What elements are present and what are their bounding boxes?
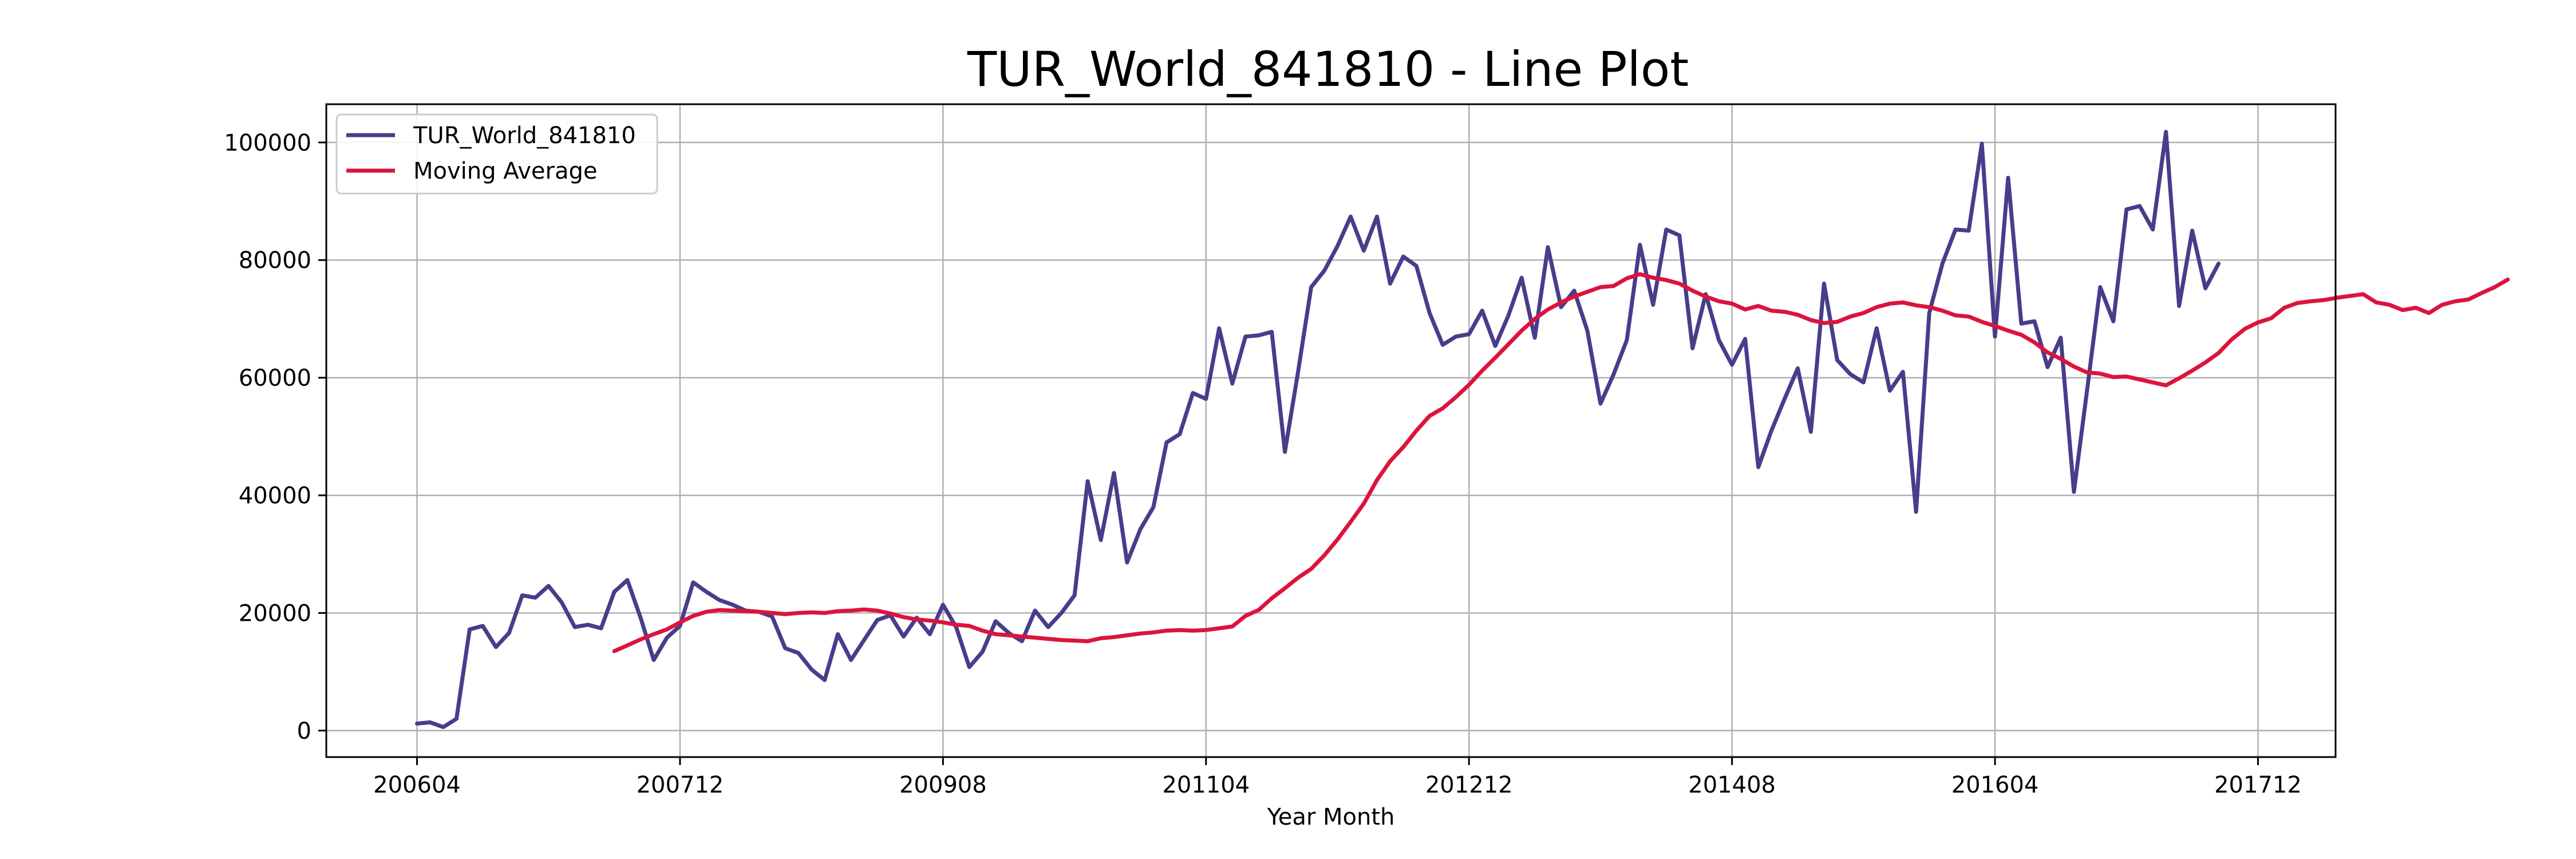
grid-lines bbox=[326, 104, 2336, 757]
legend: TUR_World_841810 Moving Average bbox=[335, 113, 658, 195]
series-lines bbox=[415, 129, 2510, 730]
x-tick-label: 201212 bbox=[1425, 772, 1513, 798]
y-tick-label: 100000 bbox=[224, 130, 311, 156]
x-tick-label: 200712 bbox=[637, 772, 724, 798]
chart-title: TUR_World_841810 - Line Plot bbox=[967, 41, 1689, 97]
x-tick-label: 201104 bbox=[1162, 772, 1250, 798]
series-line-tur-world-841810 bbox=[415, 129, 2221, 730]
y-tick-label: 20000 bbox=[239, 600, 311, 626]
plot-frame bbox=[325, 103, 2337, 758]
x-tick-label: 201604 bbox=[1951, 772, 2039, 798]
y-tick-label: 60000 bbox=[239, 365, 311, 392]
x-tick-label: 201408 bbox=[1688, 772, 1776, 798]
series-line-moving-average bbox=[612, 272, 2510, 653]
x-axis-label: Year Month bbox=[1267, 804, 1395, 830]
axis-ticks: 200604 200712 200908 201104 201212 201408 2016… bbox=[224, 130, 2302, 798]
y-tick-label: 40000 bbox=[239, 483, 311, 509]
x-tick-label: 200604 bbox=[373, 772, 461, 798]
legend-label-moving-average: Moving Average bbox=[413, 158, 597, 184]
x-tick-label: 200908 bbox=[899, 772, 987, 798]
legend-label-tur-world: TUR_World_841810 bbox=[413, 123, 636, 149]
x-tick-label: 201712 bbox=[2214, 772, 2302, 798]
y-tick-label: 80000 bbox=[239, 247, 311, 274]
legend-box bbox=[335, 113, 658, 195]
y-tick-label: 0 bbox=[297, 718, 311, 744]
